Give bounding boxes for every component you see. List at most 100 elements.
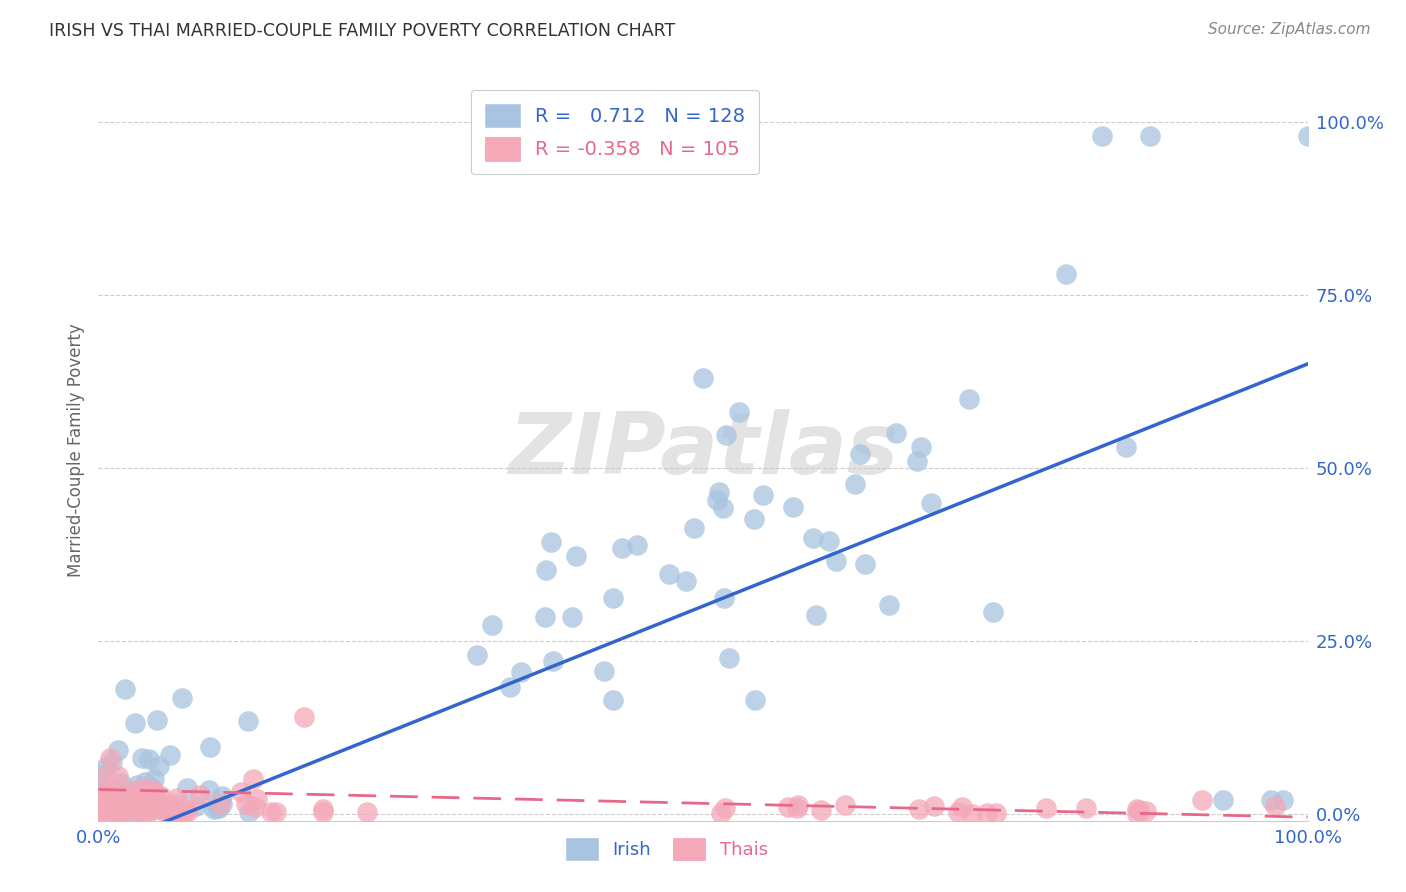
Point (148, 798, 170, 813)
Point (682, 521, 704, 535)
Legend: Irish, Thais: Irish, Thais (558, 830, 775, 867)
Point (145, 801, 167, 815)
Point (170, 804, 193, 818)
Point (718, 650, 741, 665)
Point (129, 803, 152, 817)
Point (117, 803, 139, 817)
Point (543, 654, 565, 668)
Point (188, 789, 211, 803)
Point (177, 804, 200, 818)
Point (124, 803, 146, 817)
Point (1126, 806, 1149, 821)
Point (536, 563, 558, 577)
Point (810, 803, 832, 817)
Point (786, 801, 808, 815)
Point (149, 789, 172, 803)
Point (101, 797, 124, 811)
Point (122, 791, 145, 805)
Point (849, 447, 872, 461)
Point (132, 794, 155, 808)
Point (782, 500, 804, 514)
Point (90, 785, 112, 799)
Point (162, 802, 184, 816)
Point (713, 591, 735, 606)
Point (710, 806, 733, 821)
Point (97, 784, 120, 798)
Point (157, 798, 180, 813)
Point (714, 801, 737, 815)
Point (103, 802, 125, 816)
Point (110, 776, 132, 790)
Point (804, 608, 827, 623)
Point (128, 797, 150, 811)
Point (138, 752, 160, 766)
Point (103, 783, 125, 797)
Point (1115, 440, 1137, 454)
Point (146, 713, 169, 727)
Point (243, 800, 266, 814)
Point (115, 805, 138, 819)
Point (292, 710, 315, 724)
Point (131, 803, 153, 817)
Point (124, 783, 146, 797)
Point (481, 617, 503, 632)
Point (127, 778, 149, 792)
Point (105, 799, 128, 814)
Point (117, 796, 139, 810)
Point (128, 795, 150, 809)
Point (602, 693, 624, 707)
Point (957, 392, 980, 406)
Point (1260, 793, 1282, 807)
Point (825, 554, 848, 568)
Point (173, 800, 195, 814)
Point (707, 484, 730, 499)
Point (96, 784, 118, 798)
Point (910, 440, 932, 454)
Point (118, 793, 141, 807)
Point (236, 714, 259, 728)
Point (186, 799, 208, 814)
Point (159, 805, 181, 819)
Point (246, 791, 269, 805)
Point (950, 800, 973, 814)
Point (312, 805, 335, 820)
Point (160, 804, 183, 818)
Point (1091, 128, 1114, 143)
Point (879, 598, 901, 612)
Point (711, 500, 734, 515)
Point (89, 781, 111, 796)
Point (356, 805, 378, 819)
Point (141, 781, 163, 796)
Point (108, 794, 131, 808)
Point (946, 805, 969, 819)
Point (593, 664, 616, 678)
Point (160, 804, 183, 818)
Point (143, 802, 166, 816)
Point (1035, 800, 1057, 814)
Point (98, 751, 121, 765)
Point (602, 591, 624, 606)
Point (853, 557, 876, 571)
Point (107, 798, 129, 813)
Point (91, 791, 114, 805)
Point (124, 790, 146, 805)
Point (138, 805, 160, 819)
Text: IRISH VS THAI MARRIED-COUPLE FAMILY POVERTY CORRELATION CHART: IRISH VS THAI MARRIED-COUPLE FAMILY POVE… (49, 22, 675, 40)
Point (1296, 128, 1319, 143)
Point (658, 566, 681, 581)
Point (128, 791, 150, 805)
Point (91, 804, 114, 818)
Point (139, 798, 162, 813)
Point (886, 426, 908, 441)
Point (235, 797, 257, 811)
Point (153, 805, 176, 819)
Point (131, 800, 153, 814)
Point (101, 792, 124, 806)
Point (744, 692, 766, 706)
Point (94, 787, 117, 801)
Point (117, 789, 139, 803)
Point (94, 791, 117, 805)
Point (1054, 267, 1077, 281)
Point (706, 492, 728, 507)
Text: ZIPatlas: ZIPatlas (508, 409, 898, 492)
